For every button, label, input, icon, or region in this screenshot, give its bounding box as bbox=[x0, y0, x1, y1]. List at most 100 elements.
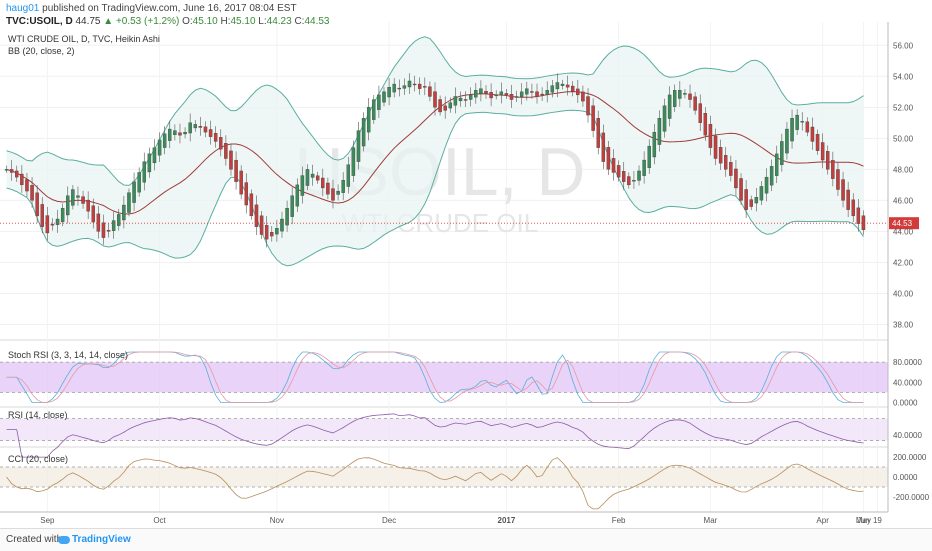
candle-body bbox=[718, 147, 723, 164]
price-tick-label: 50.00 bbox=[893, 134, 914, 143]
candle-body bbox=[20, 173, 24, 186]
candle-body bbox=[525, 88, 529, 95]
cci-pane: 200.0000 0.0000 -200.0000 bbox=[0, 453, 930, 510]
chart-header: haug01 published on TradingView.com, Jun… bbox=[6, 2, 329, 28]
price-tick-label: 56.00 bbox=[893, 41, 914, 50]
candle-body bbox=[713, 135, 718, 159]
indicator-band-fill bbox=[0, 467, 888, 487]
candle-body bbox=[122, 204, 126, 221]
indicator-line bbox=[6, 413, 864, 458]
candle-body bbox=[683, 93, 687, 95]
candle-body bbox=[407, 80, 412, 88]
candle-body bbox=[25, 179, 29, 192]
candle-body bbox=[280, 218, 284, 232]
candle-body bbox=[591, 105, 595, 131]
candle-body bbox=[254, 204, 259, 227]
candle-body bbox=[300, 175, 305, 196]
candle-body bbox=[111, 220, 116, 231]
candle-body bbox=[724, 155, 728, 170]
candle-body bbox=[443, 105, 447, 111]
candle-body bbox=[759, 186, 764, 201]
candle-body bbox=[81, 196, 85, 204]
candle-body bbox=[545, 90, 549, 95]
candle-body bbox=[137, 172, 141, 193]
axes: 38.00 40.00 42.00 44.00 46.00 48.00 50.00 52.00… bbox=[0, 22, 914, 525]
time-tick-label: May bbox=[856, 516, 871, 525]
candle-body bbox=[739, 178, 743, 201]
candle-body bbox=[326, 182, 330, 195]
candle-body bbox=[581, 91, 585, 102]
indicator-tick-label: 0.0000 bbox=[893, 473, 918, 482]
publish-info: published on TradingView.com, June 16, 2… bbox=[42, 3, 297, 14]
candle-body bbox=[632, 180, 636, 182]
candle-body bbox=[86, 199, 90, 212]
chart-canvas: USOIL, D WTI CRUDE OIL 44.53 80.000040.0… bbox=[0, 22, 930, 525]
close-value: 44.53 bbox=[304, 16, 330, 27]
candle-body bbox=[249, 193, 254, 217]
candle-body bbox=[290, 195, 294, 217]
rsi-legend: RSI (14, close) bbox=[8, 410, 68, 420]
price-tick-label: 46.00 bbox=[893, 196, 914, 205]
time-tick-label: Jun bbox=[857, 516, 870, 525]
candle-body bbox=[101, 222, 106, 238]
candle-body bbox=[672, 90, 677, 107]
candle-body bbox=[397, 87, 402, 90]
time-tick-label: Mar bbox=[704, 516, 718, 525]
candle-body bbox=[468, 94, 473, 100]
candle-body bbox=[40, 204, 44, 227]
candle-body bbox=[392, 83, 396, 93]
pane-legends: WTI CRUDE OIL, D, TVC, Heikin Ashi BB (2… bbox=[8, 34, 160, 464]
candle-body bbox=[570, 85, 575, 92]
indicator-tick-label: 40.0000 bbox=[893, 431, 922, 440]
candle-body bbox=[662, 105, 667, 132]
time-tick-label: 19 bbox=[873, 516, 882, 525]
candle-body bbox=[586, 96, 590, 116]
candle-body bbox=[71, 189, 75, 206]
tradingview-brand-link[interactable]: TradingView bbox=[72, 534, 131, 545]
candle-body bbox=[764, 176, 769, 194]
candle-body bbox=[132, 181, 136, 203]
candle-body bbox=[234, 159, 238, 182]
indicator-band-fill bbox=[0, 362, 888, 393]
candle-body bbox=[366, 107, 371, 133]
candle-body bbox=[224, 143, 228, 159]
candle-body bbox=[499, 91, 504, 96]
candle-body bbox=[244, 182, 249, 206]
indicator-tick-label: 40.0000 bbox=[893, 378, 922, 387]
close-label: C: bbox=[294, 16, 305, 27]
last-price-tag-label: 44.53 bbox=[892, 219, 913, 228]
candle-body bbox=[576, 88, 580, 96]
candle-body bbox=[127, 192, 131, 213]
candle-body bbox=[637, 170, 641, 181]
last-price-tag bbox=[889, 217, 919, 230]
symbol: TVC:USOIL, D bbox=[6, 16, 73, 27]
author-link[interactable]: haug01 bbox=[6, 3, 40, 14]
ohlc-line: TVC:USOIL, D 44.75 ▲ +0.53 (+1.2%) O:45.… bbox=[6, 15, 329, 28]
candle-body bbox=[15, 170, 19, 178]
candle-body bbox=[703, 113, 708, 136]
candle-body bbox=[627, 176, 631, 186]
candle-body bbox=[780, 141, 784, 165]
candle-body bbox=[106, 229, 111, 232]
candle-body bbox=[91, 205, 95, 223]
stoch-legend: Stoch RSI (3, 3, 14, 14, close) bbox=[8, 350, 128, 360]
candle-body bbox=[310, 173, 315, 178]
candle-body bbox=[183, 131, 187, 135]
price-tick-label: 48.00 bbox=[893, 165, 914, 174]
candle-body bbox=[275, 228, 279, 235]
candle-body bbox=[377, 94, 381, 110]
candle-body bbox=[474, 90, 478, 98]
candle-body bbox=[606, 147, 611, 170]
candle-body bbox=[229, 150, 233, 170]
candle-body bbox=[667, 94, 672, 119]
stoch-rsi-pane: 80.0000 40.0000 0.0000 bbox=[0, 351, 922, 407]
candle-body bbox=[412, 83, 417, 86]
low-label: L: bbox=[258, 16, 267, 27]
candle-body bbox=[60, 207, 65, 223]
high-label: H: bbox=[220, 16, 231, 27]
price-tick-label: 52.00 bbox=[893, 103, 914, 112]
candle-body bbox=[428, 86, 432, 97]
candle-body bbox=[647, 145, 651, 169]
candle-body bbox=[530, 91, 534, 93]
candle-body bbox=[514, 96, 519, 98]
